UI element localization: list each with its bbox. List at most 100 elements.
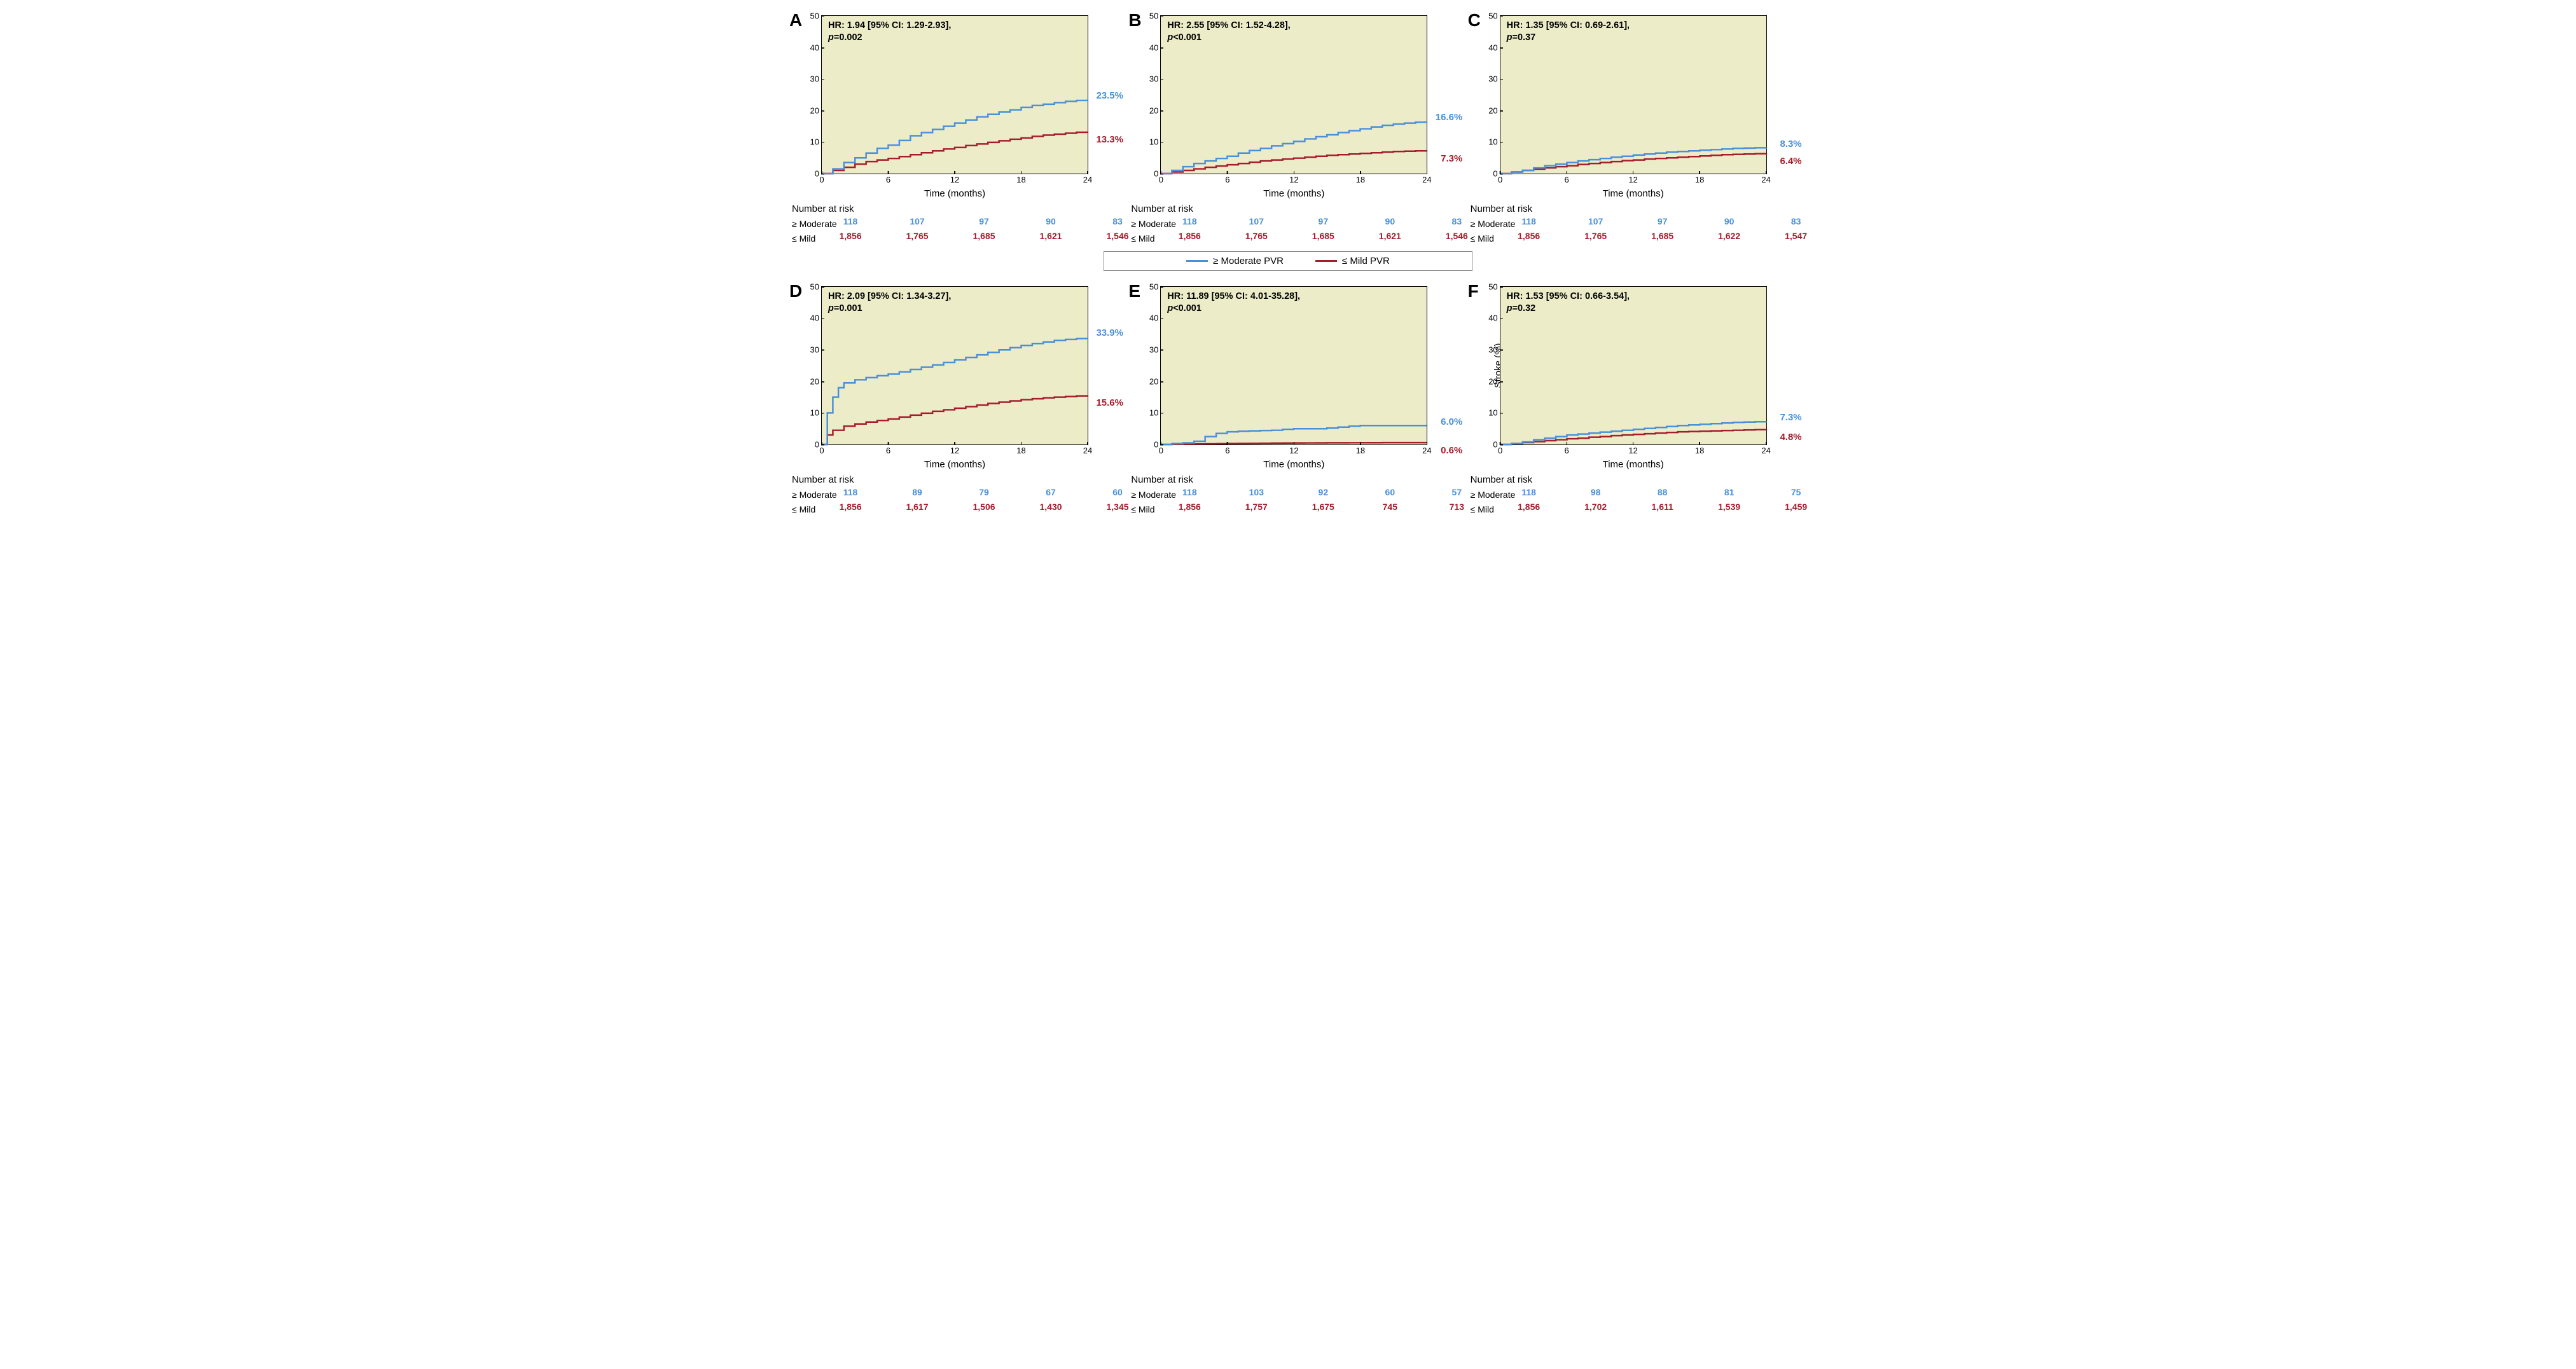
x-tick: 12 [1628,175,1637,184]
panel-letter: A [789,10,802,31]
x-tick: 6 [886,446,890,455]
risk-value: 57 [1452,486,1462,499]
end-label-mild: 15.6% [1096,397,1123,408]
risk-value: 1,459 [1785,501,1807,513]
panel-D: DRehospitalisation (%)HR: 2.09 [95% CI: … [792,284,1105,516]
plot-area: HR: 2.09 [95% CI: 1.34-3.27],p=0.00133.9… [821,286,1088,445]
end-label-moderate: 23.5% [1096,90,1123,101]
y-tick: 10 [1481,408,1498,418]
y-tick: 20 [1142,106,1158,115]
y-tick: 20 [1481,106,1498,115]
risk-value: 90 [1046,216,1056,228]
risk-table: Number at risk≥ Moderate11898888175≤ Mil… [1471,474,1784,516]
hr-line2: p=0.37 [1507,32,1630,44]
panel-letter: B [1128,10,1141,31]
km-figure: AAll-cause death (%)HR: 1.94 [95% CI: 1.… [792,13,1784,516]
hr-line1: HR: 2.09 [95% CI: 1.34-3.27], [828,291,951,303]
panel-letter: C [1468,10,1481,31]
x-tick: 18 [1695,446,1704,455]
risk-value: 118 [1182,486,1197,499]
y-tick: 0 [1142,169,1158,179]
chart-wrap: Rehospitalisation (%)HR: 2.09 [95% CI: 1… [821,286,1105,445]
risk-value: 60 [1385,486,1395,499]
risk-value: 98 [1591,486,1601,499]
hr-line2: p<0.001 [1167,32,1290,44]
curve-moderate [822,99,1088,174]
legend-label-mild: ≤ Mild PVR [1342,256,1390,266]
y-tick: 50 [803,282,819,291]
risk-value: 92 [1319,486,1329,499]
risk-value: 67 [1046,486,1056,499]
risk-value: 1,546 [1106,230,1128,242]
curve-moderate [822,338,1088,444]
risk-header: Number at risk [1471,203,1784,214]
y-ticks: 01020304050 [1481,287,1499,444]
risk-value: 1,547 [1785,230,1807,242]
x-tick: 6 [1565,446,1569,455]
y-tick: 40 [1481,43,1498,52]
x-tick: 12 [950,446,959,455]
y-tick: 40 [803,43,819,52]
x-tick: 24 [1761,175,1770,184]
y-tick: 40 [803,313,819,323]
end-label-mild: 0.6% [1441,445,1462,456]
hr-annotation: HR: 1.94 [95% CI: 1.29-2.93],p=0.002 [828,20,951,44]
y-tick: 10 [803,408,819,418]
x-tick: 12 [1289,446,1298,455]
risk-value: 89 [912,486,922,499]
y-tick: 10 [1142,137,1158,147]
y-tick: 10 [803,137,819,147]
y-tick: 30 [1142,74,1158,84]
y-tick: 20 [803,376,819,386]
y-tick: 40 [1142,313,1158,323]
risk-values: 118107979083 [1160,216,1427,227]
x-axis-label: Time (months) [1603,459,1664,470]
hr-line2: p=0.002 [828,32,951,44]
x-tick: 6 [1565,175,1569,184]
x-tick: 24 [1422,446,1431,455]
risk-value: 1,856 [839,230,861,242]
y-tick: 0 [803,169,819,179]
y-tick: 20 [803,106,819,115]
risk-value: 75 [1791,486,1801,499]
risk-value: 1,685 [973,230,995,242]
x-tick: 12 [950,175,959,184]
risk-row-mild: ≤ Mild1,8561,7651,6851,6211,546 [1131,230,1444,245]
panel-A: AAll-cause death (%)HR: 1.94 [95% CI: 1.… [792,13,1105,245]
legend-label-moderate: ≥ Moderate PVR [1213,256,1284,266]
risk-value: 97 [1319,216,1329,228]
risk-values: 118107979083 [821,216,1088,227]
hr-line2: p=0.32 [1507,303,1630,315]
risk-value: 1,757 [1245,501,1268,513]
hr-annotation: HR: 11.89 [95% CI: 4.01-35.28],p<0.001 [1167,291,1300,315]
y-ticks: 01020304050 [1142,287,1160,444]
risk-value: 1,675 [1312,501,1334,513]
risk-header: Number at risk [792,203,1105,214]
x-tick: 24 [1083,446,1092,455]
x-tick: 0 [1159,446,1163,455]
x-tick: 18 [1695,175,1704,184]
plot-area: HR: 11.89 [95% CI: 4.01-35.28],p<0.0016.… [1160,286,1427,445]
y-tick: 30 [1481,345,1498,354]
plot-area: HR: 1.53 [95% CI: 0.66-3.54],p=0.327.3%4… [1500,286,1767,445]
risk-header: Number at risk [792,474,1105,485]
end-label-moderate: 33.9% [1096,327,1123,338]
legend-swatch-moderate [1186,260,1208,262]
panel-F: FStroke (%)HR: 1.53 [95% CI: 0.66-3.54],… [1471,284,1784,516]
end-label-moderate: 16.6% [1436,112,1463,123]
y-tick: 20 [1481,376,1498,386]
x-tick: 0 [1159,175,1163,184]
x-tick: 18 [1016,446,1025,455]
risk-value: 118 [1521,486,1536,499]
y-tick: 30 [803,74,819,84]
x-tick: 6 [886,175,890,184]
risk-value: 107 [1588,216,1603,228]
x-ticks: 06121824 [1161,175,1427,186]
risk-values: 118107979083 [1500,216,1767,227]
x-tick: 12 [1628,446,1637,455]
x-tick: 0 [1498,446,1502,455]
x-ticks: 06121824 [1500,446,1766,457]
risk-value: 118 [843,486,858,499]
plot-area: HR: 1.94 [95% CI: 1.29-2.93],p=0.00223.5… [821,15,1088,174]
end-label-mild: 7.3% [1441,153,1462,164]
